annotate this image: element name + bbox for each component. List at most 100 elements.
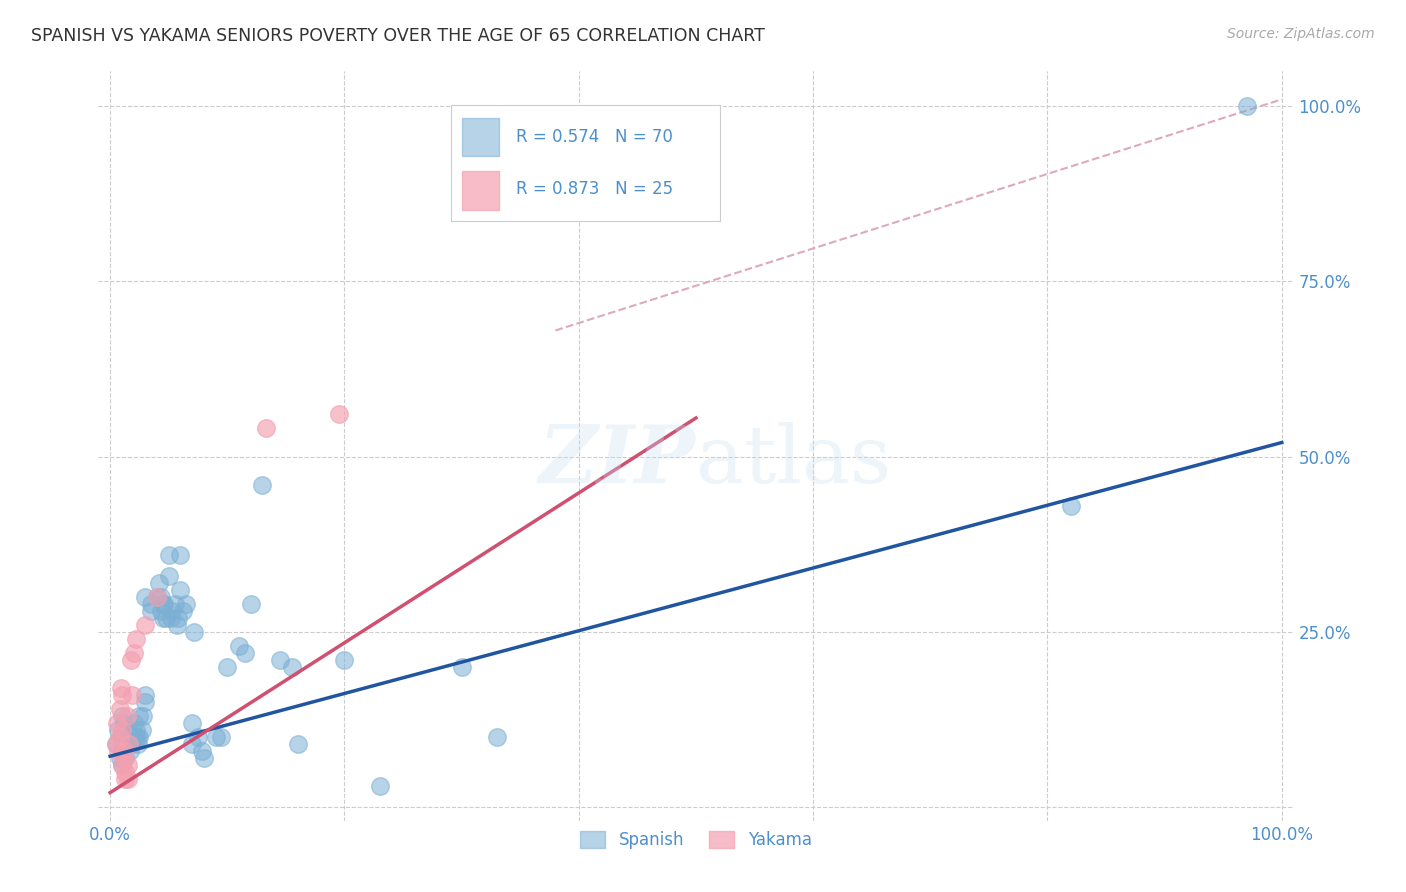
Point xyxy=(204,730,226,744)
Point xyxy=(115,708,138,723)
Point xyxy=(122,715,145,730)
Point xyxy=(107,723,129,737)
Point xyxy=(132,708,155,723)
Point xyxy=(121,688,143,702)
Point xyxy=(117,757,139,772)
Point xyxy=(287,737,309,751)
Point xyxy=(174,597,197,611)
Point xyxy=(124,730,146,744)
Point xyxy=(134,688,156,702)
Point xyxy=(108,701,131,715)
Point xyxy=(193,750,215,764)
Point xyxy=(146,590,169,604)
Point xyxy=(118,730,141,744)
Point xyxy=(157,568,180,582)
Point xyxy=(120,737,142,751)
Point xyxy=(153,597,176,611)
Point xyxy=(157,548,180,562)
Point xyxy=(149,603,172,617)
Point xyxy=(111,708,134,723)
Point xyxy=(105,715,128,730)
Point xyxy=(155,610,177,624)
Point xyxy=(108,750,131,764)
Point xyxy=(1060,499,1083,513)
Point xyxy=(141,597,163,611)
Point xyxy=(131,723,153,737)
Point xyxy=(107,743,129,757)
Point xyxy=(122,730,145,744)
Legend: Spanish, Yakama: Spanish, Yakama xyxy=(572,822,820,857)
Point xyxy=(122,646,145,660)
Point xyxy=(111,688,134,702)
Point xyxy=(160,610,183,624)
Point xyxy=(114,750,136,764)
Point xyxy=(112,715,135,730)
Point xyxy=(217,659,239,673)
Point xyxy=(117,772,139,786)
Point xyxy=(114,737,136,751)
Point xyxy=(183,624,205,639)
Point xyxy=(146,590,169,604)
Point xyxy=(169,582,191,597)
Point xyxy=(187,730,209,744)
Point xyxy=(333,652,356,666)
Point xyxy=(128,730,150,744)
Point xyxy=(328,408,350,422)
Point xyxy=(105,737,128,751)
Point xyxy=(181,715,204,730)
Point xyxy=(134,695,156,709)
Point xyxy=(141,603,163,617)
Point xyxy=(1236,99,1258,113)
Point xyxy=(118,737,141,751)
Point xyxy=(368,779,391,793)
Point xyxy=(134,590,156,604)
Point xyxy=(254,421,277,435)
Point xyxy=(112,750,135,764)
Point xyxy=(252,477,274,491)
Point xyxy=(162,603,183,617)
Point xyxy=(269,652,291,666)
Point xyxy=(120,652,142,666)
Point xyxy=(111,743,134,757)
Point xyxy=(110,681,132,695)
Point xyxy=(239,597,262,611)
Point xyxy=(125,723,148,737)
Point xyxy=(181,737,204,751)
Point xyxy=(127,737,149,751)
Point xyxy=(111,757,134,772)
Point xyxy=(112,743,135,757)
Text: atlas: atlas xyxy=(696,422,891,500)
Point xyxy=(149,590,172,604)
Point xyxy=(167,610,190,624)
Point xyxy=(111,730,134,744)
Point xyxy=(485,730,508,744)
Point xyxy=(108,730,131,744)
Point xyxy=(114,772,136,786)
Point xyxy=(114,764,136,779)
Point xyxy=(233,646,256,660)
Point xyxy=(127,730,149,744)
Point xyxy=(228,639,250,653)
Point xyxy=(148,575,170,590)
Point xyxy=(450,659,472,673)
Point xyxy=(128,708,150,723)
Text: SPANISH VS YAKAMA SENIORS POVERTY OVER THE AGE OF 65 CORRELATION CHART: SPANISH VS YAKAMA SENIORS POVERTY OVER T… xyxy=(31,27,765,45)
Point xyxy=(152,597,174,611)
Point xyxy=(169,548,191,562)
Point xyxy=(152,610,174,624)
Point xyxy=(117,730,139,744)
Point xyxy=(111,757,134,772)
Point xyxy=(117,723,139,737)
Point xyxy=(190,743,212,757)
Point xyxy=(281,659,304,673)
Point xyxy=(111,723,134,737)
Point xyxy=(125,632,148,646)
Point xyxy=(120,730,142,744)
Text: ZIP: ZIP xyxy=(538,422,696,500)
Point xyxy=(166,617,188,632)
Point xyxy=(172,603,194,617)
Point xyxy=(120,743,141,757)
Point xyxy=(134,617,156,632)
Text: Source: ZipAtlas.com: Source: ZipAtlas.com xyxy=(1227,27,1375,41)
Point xyxy=(211,730,233,744)
